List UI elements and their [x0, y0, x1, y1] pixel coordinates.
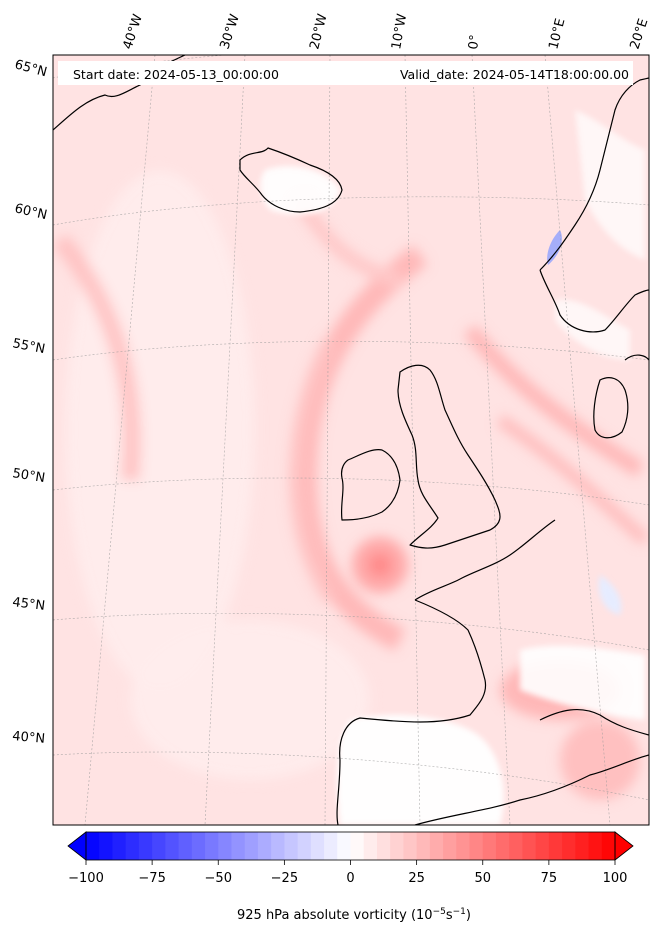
lon-label-20w: 20°W: [307, 12, 330, 51]
colorbar-tick-label: 0: [346, 871, 354, 886]
colorbar-cell: [535, 832, 550, 860]
lat-label-65n: 65°N: [13, 57, 49, 80]
colorbar-cell: [456, 832, 470, 860]
colorbar-cell: [416, 832, 431, 860]
lon-label-10w: 10°W: [389, 13, 410, 51]
colorbar-cell: [495, 832, 510, 860]
colorbar-tick-label: −100: [68, 871, 104, 886]
colorbar-cell: [257, 832, 272, 860]
colorbar-cell: [86, 832, 100, 860]
colorbar-tick-label: 100: [603, 871, 628, 886]
colorbar-cell: [284, 832, 299, 860]
colorbar-cell: [310, 832, 325, 860]
lon-label-40w: 40°W: [121, 12, 146, 51]
colorbar-cell: [429, 832, 444, 860]
colorbar-cell: [469, 832, 484, 860]
lon-label-30w: 30°W: [218, 12, 243, 51]
colorbar-cell: [562, 832, 576, 860]
colorbar-cell: [152, 832, 166, 860]
colorbar-cell: [403, 832, 418, 860]
coastlines: [53, 55, 649, 825]
colorbar-cell: [443, 832, 457, 860]
map-area: [53, 55, 649, 825]
negative-vorticity-patch: [547, 230, 562, 265]
colorbar-cell: [548, 832, 563, 860]
latitude-labels: 65°N 60°N 55°N 50°N 45°N 40°N: [11, 57, 48, 746]
lat-label-45n: 45°N: [12, 595, 46, 614]
lat-label-40n: 40°N: [12, 729, 46, 747]
colorbar-cell: [363, 832, 378, 860]
longitude-labels: 40°W 30°W 20°W 10°W 0° 10°E 20°E: [121, 12, 652, 51]
colorbar-cell: [297, 832, 312, 860]
colorbar-tick-label: −50: [205, 871, 232, 886]
lon-label-20e: 20°E: [628, 17, 652, 51]
start-date-label: Start date: 2024-05-13_00:00:00: [73, 67, 279, 82]
colorbar-cell: [138, 832, 153, 860]
lat-label-60n: 60°N: [13, 201, 48, 223]
colorbar-max-extension: [614, 831, 634, 861]
colorbar-tick-label: 50: [474, 871, 491, 886]
colorbar-cell: [165, 832, 179, 860]
colorbar-tick-label: 25: [408, 871, 425, 886]
colorbar-tick-label: −75: [138, 871, 165, 886]
colorbar-cells: [86, 832, 616, 860]
colorbar-cell: [244, 832, 259, 860]
colorbar-cell: [178, 832, 193, 860]
near-zero-patches: [260, 110, 645, 825]
colorbar-ticks: −100 −75 −50 −25 0 25 50 75 100: [68, 860, 627, 886]
valid-date-label: Valid_date: 2024-05-14T18:00:00.00: [400, 67, 629, 82]
colorbar-label: 925 hPa absolute vorticity (10−5s−1): [237, 907, 471, 923]
map-border: [52, 54, 650, 826]
colorbar-cell: [575, 832, 589, 860]
colorbar-cell: [588, 832, 603, 860]
colorbar-cell: [350, 832, 365, 860]
lon-label-10e: 10°E: [546, 17, 568, 51]
colorbar-cell: [271, 832, 285, 860]
colorbar-cell: [601, 832, 616, 860]
colorbar: −100 −75 −50 −25 0 25 50 75 100 925 hPa absolute…: [67, 831, 634, 923]
colorbar-cell: [191, 832, 206, 860]
colorbar-cell: [522, 832, 537, 860]
lat-label-50n: 50°N: [11, 466, 46, 486]
colorbar-cell: [112, 832, 127, 860]
colorbar-cell: [337, 832, 351, 860]
vorticity-field: [53, 170, 649, 800]
colorbar-cell: [390, 832, 404, 860]
colorbar-cell: [231, 832, 246, 860]
colorbar-cell: [376, 832, 391, 860]
colorbar-cell: [482, 832, 497, 860]
colorbar-cell: [125, 832, 140, 860]
colorbar-cell: [324, 832, 338, 860]
colorbar-cell: [509, 832, 523, 860]
colorbar-cell: [205, 832, 219, 860]
header-box: [58, 61, 633, 85]
colorbar-cell: [218, 832, 232, 860]
lat-label-55n: 55°N: [11, 336, 46, 357]
colorbar-tick-label: −25: [271, 871, 298, 886]
colorbar-min-extension: [67, 831, 87, 861]
lon-label-0: 0°: [466, 34, 483, 51]
colorbar-cell: [99, 832, 113, 860]
colorbar-tick-label: 75: [541, 871, 558, 886]
